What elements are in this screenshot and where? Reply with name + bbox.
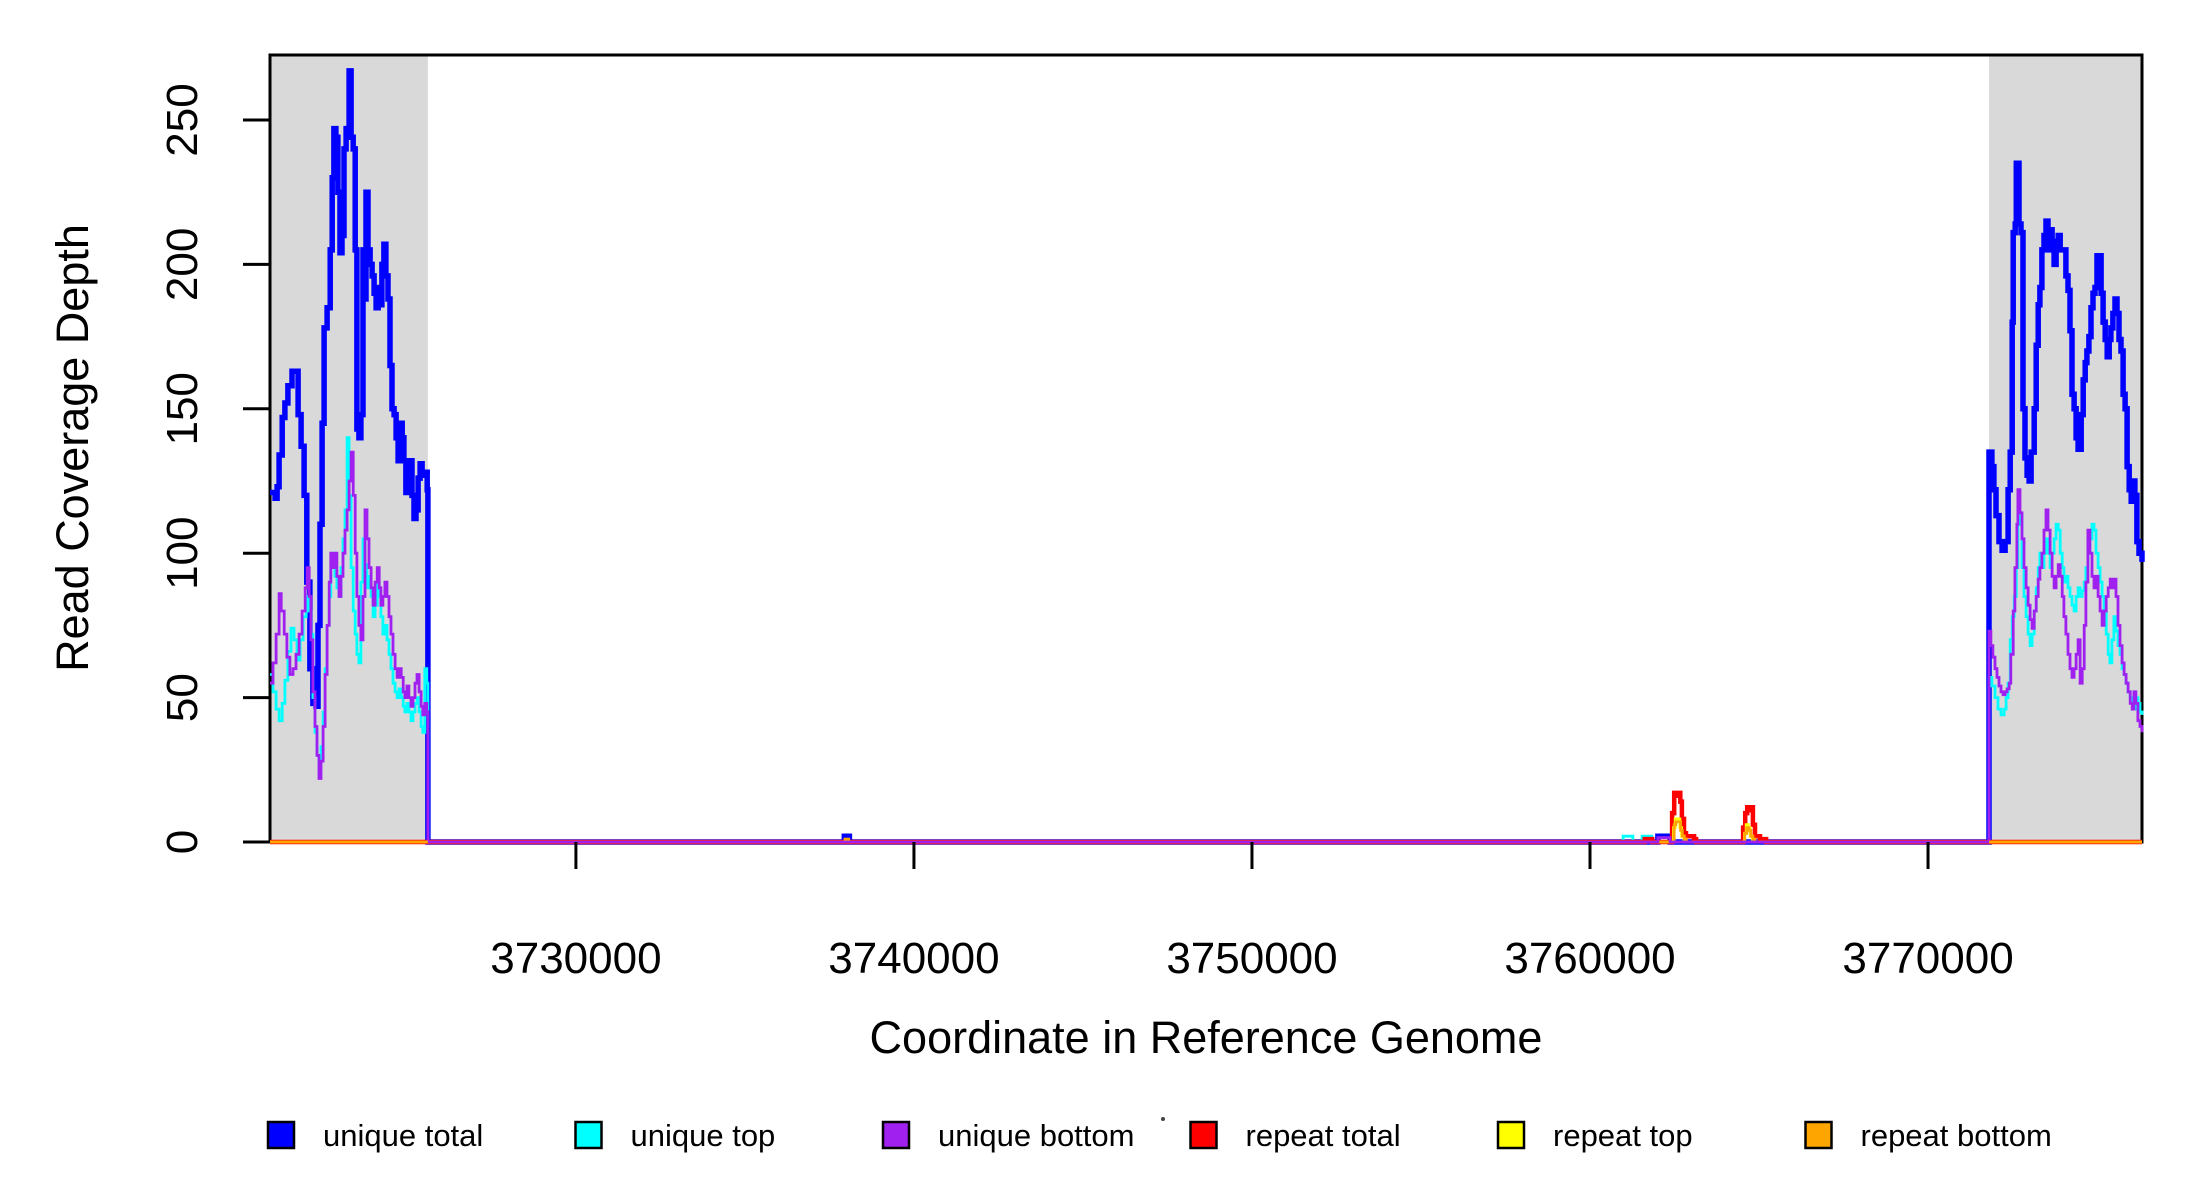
legend-label-repeat-total: repeat total — [1246, 1118, 1401, 1153]
series-line-repeat-top — [270, 817, 2142, 844]
legend-swatch-unique-top — [574, 1120, 603, 1150]
series-line-unique-total — [270, 68, 2145, 845]
y-tick-label: 0 — [158, 830, 207, 854]
legend-swatch-unique-total — [266, 1120, 296, 1150]
y-tick-label: 50 — [158, 673, 207, 722]
stray-dot — [1161, 1117, 1165, 1121]
y-axis-title: Read Coverage Depth — [47, 224, 98, 672]
y-tick-label: 250 — [158, 83, 207, 156]
series-line-repeat-bottom — [270, 820, 2142, 844]
series-line-repeat-total — [270, 790, 2142, 845]
series-line-unique-bottom — [270, 450, 2144, 844]
y-tick-label: 100 — [158, 516, 207, 589]
y-tick-label: 200 — [158, 228, 207, 301]
legend-label-unique-bottom: unique bottom — [938, 1118, 1134, 1153]
x-tick-label: 3770000 — [1842, 934, 2013, 983]
legend-label-repeat-bottom: repeat bottom — [1861, 1118, 2052, 1153]
x-tick-label: 3760000 — [1504, 934, 1675, 983]
legend-swatch-repeat-bottom — [1804, 1120, 1833, 1150]
x-tick-label: 3730000 — [490, 934, 661, 983]
x-tick-label: 3740000 — [828, 934, 999, 983]
legend-swatch-repeat-total — [1189, 1120, 1218, 1150]
legend-swatch-repeat-top — [1496, 1120, 1526, 1150]
y-tick-label: 150 — [158, 372, 207, 445]
legend-label-repeat-top: repeat top — [1553, 1118, 1693, 1153]
x-tick-label: 3750000 — [1166, 934, 1337, 983]
legend-swatch-unique-bottom — [881, 1120, 911, 1150]
legend-label-unique-top: unique top — [631, 1118, 776, 1153]
plot-border — [268, 53, 2144, 844]
x-axis-title: Coordinate in Reference Genome — [869, 1012, 1543, 1063]
legend-label-unique-total: unique total — [323, 1118, 483, 1153]
series-line-unique-top — [270, 436, 2144, 844]
